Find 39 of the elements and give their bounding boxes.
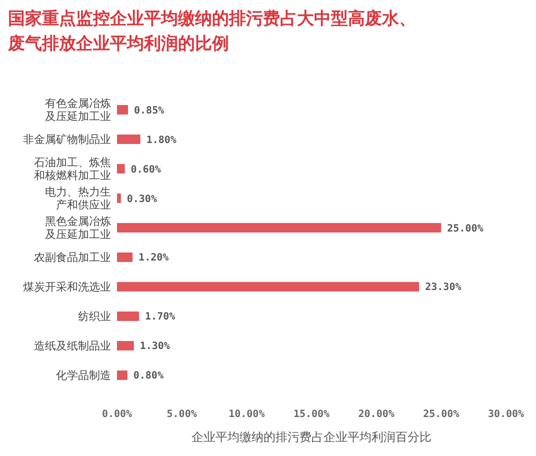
y-tick-label: 有色金属冶炼及压延加工业 — [45, 97, 111, 124]
data-label: 0.80% — [133, 370, 164, 382]
x-tick-label: 0.00% — [102, 409, 132, 420]
x-tick-label: 20.00% — [358, 409, 394, 420]
bar — [117, 223, 442, 232]
data-label: 1.70% — [145, 312, 176, 323]
data-label: 0.60% — [130, 164, 161, 176]
y-tick-label: 纺织业 — [78, 310, 111, 324]
y-tick-label: 农副食品加工业 — [34, 251, 111, 264]
data-label: 25.00% — [447, 223, 484, 234]
bar — [117, 312, 140, 321]
y-tick-label: 电力、热力生产和供应业 — [45, 186, 111, 212]
x-axis-title: 企业平均缴纳的排污费占企业平均利润百分比 — [192, 430, 432, 444]
y-tick-label: 非金属矿物制品业 — [23, 133, 111, 146]
bar — [117, 370, 128, 380]
bar — [117, 252, 133, 262]
data-label: 1.20% — [138, 252, 169, 264]
bar — [117, 134, 140, 144]
data-label: 0.85% — [134, 105, 164, 116]
bar — [117, 164, 125, 174]
data-label: 1.80% — [146, 134, 176, 146]
bar — [117, 194, 121, 203]
bar — [117, 341, 134, 350]
x-tick-label: 5.00% — [166, 409, 197, 420]
data-label: 23.30% — [425, 282, 462, 294]
y-tick-label: 煤炭开采和洗选业 — [23, 280, 111, 294]
y-tick-label: 化学品制造 — [56, 369, 111, 382]
x-tick-label: 15.00% — [293, 409, 330, 420]
x-tick-label: 25.00% — [423, 409, 460, 420]
chart-title: 国家重点监控企业平均缴纳的排污费占大中型高废水、废气排放企业平均利润的比例 — [7, 9, 416, 54]
y-tick-label: 黑色金属冶炼及压延加工业 — [45, 215, 111, 242]
bar — [117, 105, 128, 114]
x-tick-label: 10.00% — [228, 409, 265, 420]
y-tick-label: 造纸及纸制品业 — [34, 340, 111, 353]
bar — [117, 282, 420, 292]
y-tick-label: 石油加工、炼焦和核燃料加工业 — [34, 156, 111, 182]
data-label: 1.30% — [140, 341, 170, 352]
data-label: 0.30% — [126, 194, 157, 205]
x-tick-label: 30.00% — [488, 409, 524, 420]
